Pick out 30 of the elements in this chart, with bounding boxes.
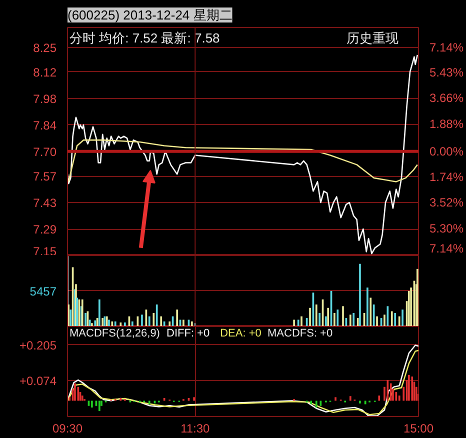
y-tick-label: +0.205 xyxy=(19,338,57,352)
y2-tick-label: 3.52% xyxy=(430,196,464,210)
y2-tick-label: 7.14% xyxy=(430,242,464,256)
y2-tick-label: 1.74% xyxy=(430,170,464,184)
annotation: 分时 均价: 7.52 最新: 7.58 xyxy=(70,30,220,46)
y2-tick-label: 1.88% xyxy=(430,117,464,132)
y2-tick-label: 0.00% xyxy=(430,144,464,158)
x-tick-label: 15:00 xyxy=(403,422,434,436)
chart-title: (600225) 2013-12-24 星期二 xyxy=(68,8,232,22)
chart-title: MACDFS(12,26,9) xyxy=(70,328,160,340)
y-tick-label: 7.29 xyxy=(33,222,57,237)
y-tick-label: +0.074 xyxy=(19,374,57,388)
annotation: DEA: +0 xyxy=(220,328,262,340)
y-tick-label: 7.43 xyxy=(33,196,57,210)
annotation: MACDFS: +0 xyxy=(268,328,333,340)
y2-tick-label: 5.43% xyxy=(430,65,464,80)
x-tick-label: 09:30 xyxy=(52,422,83,436)
y-tick-label: 7.84 xyxy=(33,118,57,132)
y2-tick-label: 7.14% xyxy=(430,40,464,54)
x-tick-label: 11:30 xyxy=(180,422,210,436)
y2-tick-label: 3.66% xyxy=(430,91,464,106)
y-tick-label: 8.25 xyxy=(33,40,57,55)
y2-tick-label: 5.30% xyxy=(430,222,464,236)
annotation: DIFF: +0 xyxy=(166,328,210,340)
y-tick-label: 5457 xyxy=(30,284,57,298)
y-tick-label: 8.12 xyxy=(33,65,57,80)
annotation: 历史重现 xyxy=(346,30,398,46)
y-tick-label: 7.57 xyxy=(33,170,57,184)
y-tick-label: 7.70 xyxy=(33,144,57,159)
y-tick-label: 7.98 xyxy=(33,92,57,106)
